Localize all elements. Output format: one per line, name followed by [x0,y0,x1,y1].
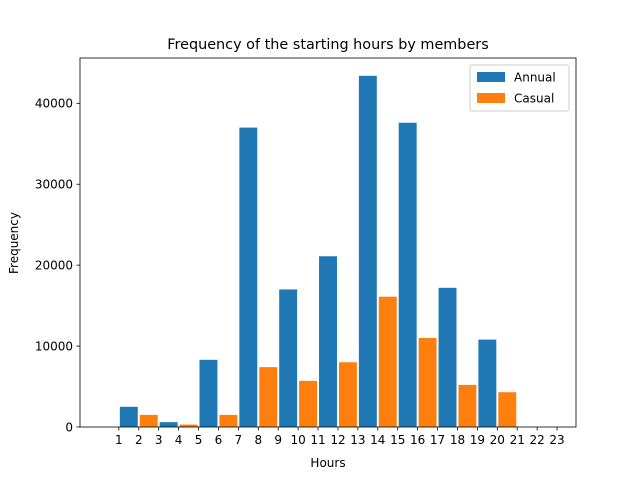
y-axis: 0 10000 20000 30000 40000 [35,97,80,434]
y-tick-label: 10000 [35,339,73,353]
x-tick-label: 21 [510,433,525,447]
legend-swatch-annual [477,72,505,82]
x-axis: 1 2 3 4 5 6 7 8 9 10 11 12 13 14 15 16 17 18 19 20 21 22 23 [115,427,565,447]
bar-annual-1 [159,422,178,427]
legend-label-casual: Casual [514,92,554,106]
x-tick-label: 13 [350,433,365,447]
y-tick-label: 0 [65,420,73,434]
y-tick-label: 30000 [35,178,73,192]
legend-label-annual: Annual [514,71,556,85]
x-tick-label: 2 [135,433,143,447]
x-tick-label: 1 [115,433,123,447]
x-tick-label: 7 [235,433,243,447]
bars-group [119,75,517,427]
x-tick-label: 20 [490,433,505,447]
bar-casual-5 [338,362,357,427]
y-tick-label: 40000 [35,97,73,111]
bar-casual-3 [259,367,278,427]
x-tick-label: 22 [530,433,545,447]
x-tick-label: 11 [310,433,325,447]
bar-casual-0 [139,414,158,427]
x-tick-label: 15 [390,433,405,447]
bar-casual-9 [498,392,517,427]
y-axis-label: Frequency [7,212,21,274]
x-tick-label: 8 [254,433,262,447]
x-tick-label: 6 [215,433,223,447]
legend: Annual Casual [469,64,570,112]
legend-swatch-casual [477,93,505,103]
bar-annual-7 [398,122,417,427]
bar-annual-9 [478,339,497,427]
x-tick-label: 17 [430,433,445,447]
x-tick-label: 19 [470,433,485,447]
x-tick-label: 18 [450,433,465,447]
bar-annual-5 [319,256,337,427]
bar-casual-4 [299,380,318,427]
bar-casual-1 [179,424,198,427]
bar-casual-6 [378,296,397,427]
x-tick-label: 3 [155,433,163,447]
bar-annual-4 [279,289,298,427]
bar-annual-8 [438,287,457,427]
bar-annual-3 [239,127,258,427]
bar-annual-0 [119,406,138,427]
bar-casual-8 [458,384,477,427]
x-tick-label: 5 [195,433,203,447]
plot-frame [79,57,577,428]
x-tick-label: 16 [410,433,425,447]
chart-title: Frequency of the starting hours by membe… [167,37,488,53]
bar-annual-2 [199,359,218,427]
x-tick-label: 10 [290,433,305,447]
x-tick-label: 14 [370,433,385,447]
y-tick-label: 20000 [35,258,73,272]
x-tick-label: 4 [175,433,183,447]
x-tick-label: 12 [330,433,345,447]
x-tick-label: 23 [549,433,564,447]
x-tick-label: 9 [274,433,282,447]
bar-annual-6 [358,75,377,427]
x-axis-label: Hours [310,456,345,470]
bar-casual-2 [219,414,238,427]
bar-casual-7 [418,337,437,427]
